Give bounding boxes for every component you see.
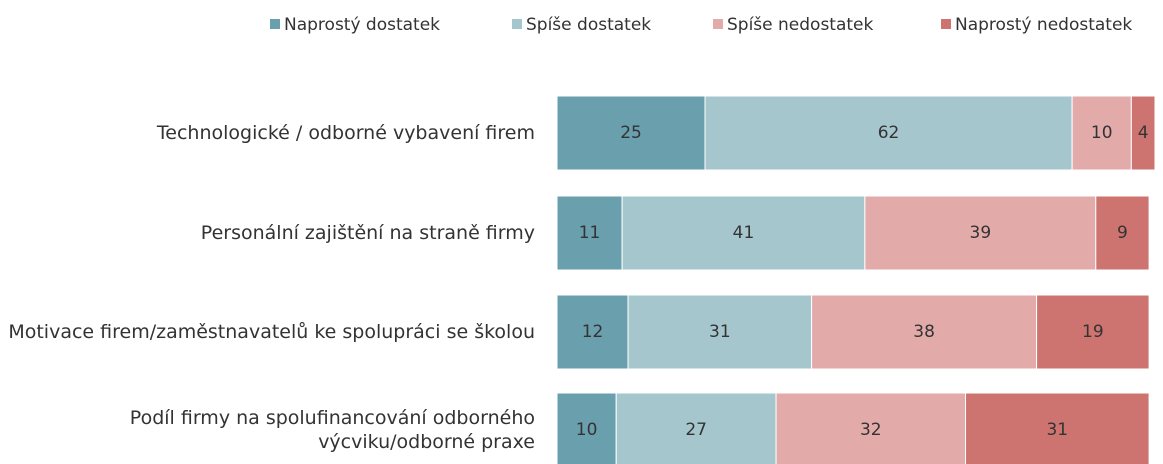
legend-swatch bbox=[270, 19, 280, 29]
bar-segment bbox=[627, 294, 813, 370]
bar-segment bbox=[775, 392, 967, 464]
value-label: 19 bbox=[1082, 322, 1104, 342]
legend-swatch bbox=[512, 19, 522, 29]
legend-label: Spíše dostatek bbox=[526, 15, 651, 35]
bar-segment bbox=[811, 294, 1038, 370]
value-label: 31 bbox=[709, 322, 731, 342]
category-label: Podíl firmy na spolufinancování odbornéh… bbox=[129, 407, 535, 453]
legend-swatch bbox=[941, 19, 951, 29]
value-label: 62 bbox=[878, 123, 900, 143]
value-label: 27 bbox=[685, 420, 707, 440]
value-label: 9 bbox=[1117, 223, 1128, 243]
bar-segment bbox=[615, 392, 777, 464]
category-label: Personální zajištění na straně firmy bbox=[200, 222, 535, 244]
value-label: 11 bbox=[579, 223, 601, 243]
category-label: Technologické / odborné vybavení firem bbox=[156, 122, 535, 144]
value-label: 41 bbox=[733, 223, 755, 243]
value-label: 31 bbox=[1046, 420, 1068, 440]
legend-label: Spíše nedostatek bbox=[727, 15, 874, 35]
bar-segment bbox=[556, 392, 617, 464]
category-label: Motivace firem/zaměstnavatelů ke spolupr… bbox=[8, 321, 535, 343]
bar-segment bbox=[1095, 195, 1150, 271]
value-label: 10 bbox=[576, 420, 598, 440]
bar-segment bbox=[1036, 294, 1150, 370]
value-label: 25 bbox=[620, 123, 642, 143]
legend-label: Naprostý nedostatek bbox=[955, 15, 1132, 35]
value-label: 39 bbox=[970, 223, 992, 243]
legend-label: Naprostý dostatek bbox=[284, 15, 440, 35]
value-label: 12 bbox=[582, 322, 604, 342]
legend-swatch bbox=[713, 19, 723, 29]
bar-segment bbox=[556, 95, 706, 171]
value-label: 10 bbox=[1091, 123, 1113, 143]
bar-segment bbox=[556, 294, 629, 370]
value-label: 38 bbox=[913, 322, 935, 342]
value-label: 32 bbox=[860, 420, 882, 440]
value-label: 4 bbox=[1138, 123, 1149, 143]
bar-segment bbox=[556, 195, 623, 271]
bar-segment bbox=[1071, 95, 1132, 171]
bar-segment bbox=[1130, 95, 1156, 171]
bar-segment bbox=[965, 392, 1150, 464]
